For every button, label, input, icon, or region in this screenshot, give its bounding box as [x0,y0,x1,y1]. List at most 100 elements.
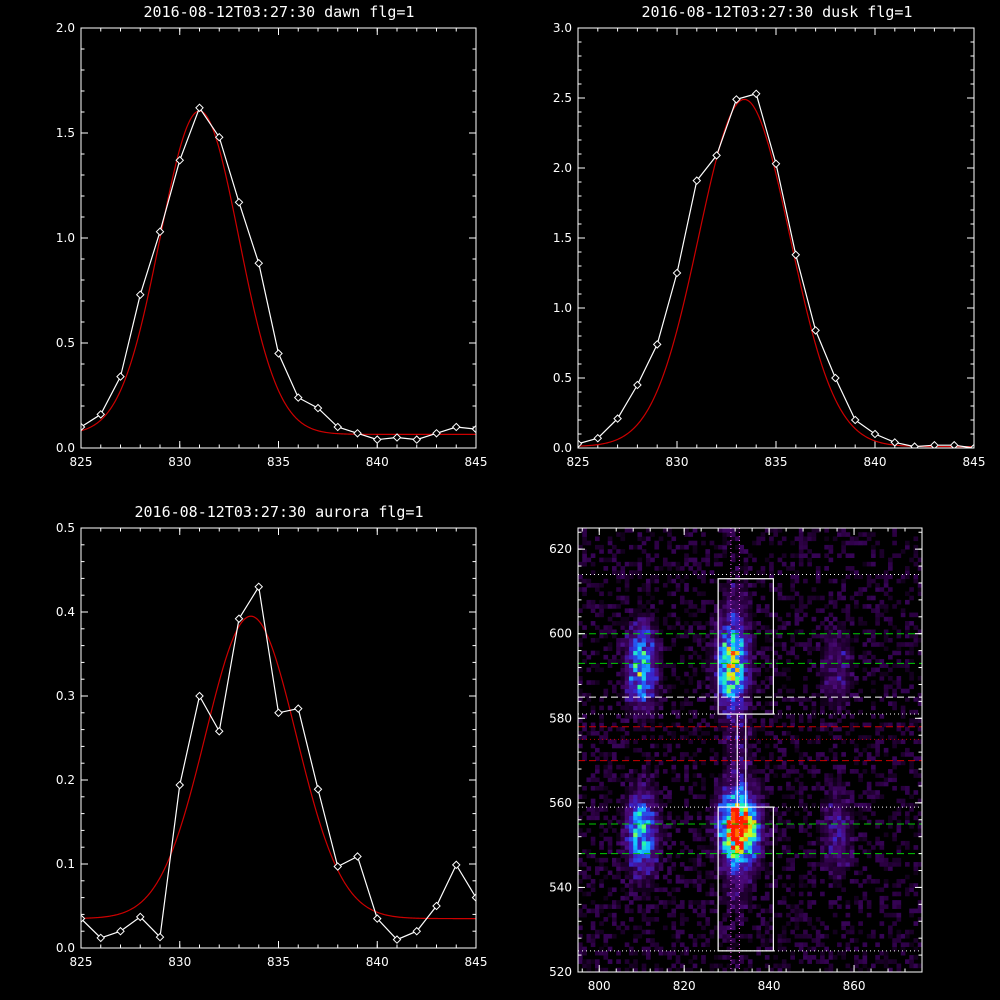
heatmap-pixel [883,747,889,753]
heatmap-pixel [671,684,677,690]
heatmap-pixel [637,557,643,563]
heatmap-pixel [650,878,655,884]
heatmap-pixel [650,659,655,664]
heatmap-pixel [730,730,736,736]
data-point [372,435,382,444]
heatmap-pixel [781,849,787,854]
data-point [593,433,603,443]
heatmap-pixel [633,646,638,652]
heatmap-pixel [658,845,664,850]
heatmap-pixel [607,680,613,685]
heatmap-pixel [616,692,621,698]
heatmap-pixel [645,646,651,652]
heatmap-pixel [718,633,723,639]
heatmap-pixel [692,671,698,677]
heatmap-pixel [624,599,630,605]
heatmap-pixel [590,798,596,804]
heatmap-pixel [764,815,770,821]
heatmap-pixel [820,815,825,821]
heatmap-pixel [871,764,876,770]
heatmap-pixel [845,790,851,795]
heatmap-pixel [888,621,893,626]
heatmap-pixel [611,739,617,745]
heatmap-pixel [641,862,647,867]
heatmap-pixel [671,701,677,706]
heatmap-pixel [611,633,617,639]
heatmap-pixel [866,912,872,918]
heatmap-pixel [662,769,668,774]
heatmap-pixel [637,659,643,664]
heatmap-pixel [854,756,859,761]
heatmap-pixel [688,654,694,660]
heatmap-pixel [849,739,855,745]
heatmap-pixel [735,591,740,597]
heatmap-pixel [875,608,880,613]
heatmap-pixel [828,862,834,867]
heatmap-pixel [705,642,711,647]
heatmap-pixel [603,866,609,871]
heatmap-pixel [862,895,868,901]
heatmap-pixel [781,802,787,808]
heatmap-pixel [824,654,829,660]
heatmap-pixel [650,836,655,842]
heatmap-pixel [713,663,719,668]
heatmap-pixel [752,857,757,863]
heatmap-pixel [667,663,672,668]
heatmap-pixel [718,692,723,698]
heatmap-pixel [828,671,834,677]
heatmap-pixel [752,764,757,770]
heatmap-pixel [578,862,583,867]
heatmap-pixel [590,553,596,558]
heatmap-pixel [637,621,643,626]
heatmap-pixel [909,646,914,652]
heatmap-pixel [641,625,647,630]
heatmap-pixel [722,616,728,622]
heatmap-pixel [837,802,842,808]
heatmap-pixel [803,642,808,647]
heatmap-pixel [900,612,906,618]
heatmap-pixel [747,591,753,597]
heatmap-pixel [611,874,617,880]
heatmap-pixel [692,587,698,592]
heatmap-pixel [769,967,774,972]
heatmap-pixel [909,955,914,960]
heatmap-pixel [641,815,647,821]
heatmap-pixel [582,959,587,964]
heatmap-pixel [828,967,834,972]
heatmap-pixel [594,967,600,972]
heatmap-pixel [913,709,919,715]
heatmap-pixel [828,591,834,597]
heatmap-pixel [633,671,638,677]
heatmap-pixel [735,908,740,914]
heatmap-pixel [773,883,779,888]
heatmap-pixel [888,824,893,829]
heatmap-pixel [841,853,846,859]
heatmap-pixel [594,625,600,630]
heatmap-pixel [739,621,745,626]
heatmap-pixel [616,866,621,871]
heatmap-pixel [667,790,672,795]
heatmap-pixel [658,671,664,677]
heatmap-pixel [616,836,621,842]
heatmap-pixel [747,857,753,863]
heatmap-pixel [662,824,668,829]
heatmap-pixel [722,684,728,690]
heatmap-pixel [616,904,621,909]
heatmap-pixel [896,904,902,909]
heatmap-pixel [807,840,812,846]
heatmap-pixel [773,650,779,656]
heatmap-pixel [764,790,770,795]
heatmap-pixel [841,608,846,613]
heatmap-pixel [832,604,838,609]
heatmap-pixel [883,637,889,643]
heatmap-pixel [769,832,774,838]
heatmap-pixel [866,743,872,749]
heatmap-pixel [807,659,812,664]
heatmap-pixel [662,688,668,694]
heatmap-pixel [905,642,910,647]
heatmap-pixel [883,570,889,575]
heatmap-pixel [866,790,872,795]
heatmap-pixel [735,676,740,681]
heatmap-pixel [628,853,634,859]
heatmap-pixel [650,629,655,635]
